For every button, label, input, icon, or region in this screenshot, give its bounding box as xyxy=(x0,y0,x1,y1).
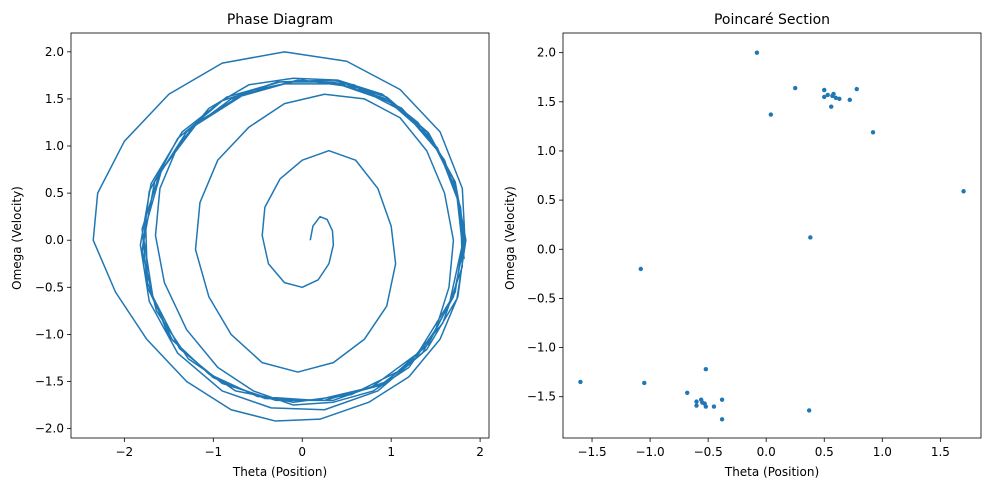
phase-diagram-ytick-label: −0.5 xyxy=(35,280,64,294)
poincare-section-ytick-label: −1.0 xyxy=(527,341,556,355)
phase-diagram-series-line xyxy=(92,51,467,422)
poincare-section-point xyxy=(808,235,813,240)
poincare-section-point xyxy=(961,189,966,194)
phase-diagram-ytick-label: −1.5 xyxy=(35,374,64,388)
poincare-section-point xyxy=(703,404,709,409)
poincare-section-point xyxy=(711,404,717,409)
poincare-section-point xyxy=(578,379,583,385)
poincare-section-title: Poincaré Section xyxy=(714,12,830,28)
poincare-section-ytick-label: 0.0 xyxy=(537,242,556,256)
phase-diagram-title: Phase Diagram xyxy=(227,12,333,28)
poincare-section-point xyxy=(703,366,709,372)
poincare-section-point xyxy=(793,85,798,91)
poincare-section-xtick-label: 0.0 xyxy=(757,445,776,459)
poincare-section-ytick-label: 0.5 xyxy=(537,193,556,207)
poincare-section-xtick-label: 1.5 xyxy=(931,445,950,459)
poincare-section-xtick-label: −0.5 xyxy=(694,445,723,459)
poincare-section-point xyxy=(754,50,760,55)
phase-diagram-ytick-label: 1.0 xyxy=(45,139,64,153)
phase-diagram-xtick-label: 2 xyxy=(476,445,484,459)
poincare-section-point xyxy=(638,266,643,272)
phase-diagram-ylabel: Omega (Velocity) xyxy=(10,186,24,290)
poincare-section-xtick-label: −1.0 xyxy=(636,445,665,459)
phase-diagram-ytick-label: 0.0 xyxy=(45,233,64,247)
phase-diagram-plot-area: −2 −1 0 1 2 −2.0 −1.5 −1.0 −0.5 0.0 0.5 1.0 1.5 2.0 xyxy=(35,32,490,459)
poincare-section-ytick-label: 2.0 xyxy=(537,46,556,60)
phase-diagram-ytick-label: −1.0 xyxy=(35,327,64,341)
poincare-section-point xyxy=(694,403,699,408)
poincare-section-point xyxy=(642,380,647,386)
poincare-section-point xyxy=(685,390,690,395)
poincare-section-point xyxy=(822,87,827,93)
poincare-section-point xyxy=(831,91,836,97)
poincare-section-point xyxy=(870,130,876,135)
poincare-section-axes: Poincaré Section −1.5 −1.0 −0.5 0.0 0.5 1.0 1.… xyxy=(503,12,982,479)
poincare-section-xlabel: Theta (Position) xyxy=(724,465,819,479)
poincare-section-point xyxy=(768,112,774,117)
poincare-section-ytick-label: 1.5 xyxy=(537,95,556,109)
poincare-section-ylabel: Omega (Velocity) xyxy=(503,186,517,290)
phase-diagram-ytick-label: −2.0 xyxy=(35,422,64,436)
poincare-section-point xyxy=(719,397,725,402)
poincare-section-point xyxy=(829,104,834,109)
phase-diagram-xtick-label: 1 xyxy=(387,445,395,459)
phase-diagram-xtick-label: −2 xyxy=(116,445,134,459)
poincare-section-point xyxy=(822,94,827,100)
poincare-section-point xyxy=(806,408,812,413)
phase-diagram-frame xyxy=(70,32,490,439)
poincare-section-frame xyxy=(562,32,982,439)
poincare-section-point xyxy=(719,417,725,422)
poincare-section-point xyxy=(837,96,842,102)
poincare-section-xtick-label: −1.5 xyxy=(577,445,606,459)
poincare-section-ytick-label: −1.5 xyxy=(527,390,556,404)
poincare-section-point xyxy=(854,86,859,92)
phase-diagram-xtick-label: 0 xyxy=(298,445,306,459)
phase-diagram-ytick-label: 2.0 xyxy=(45,45,64,59)
poincare-section-ytick-label: −0.5 xyxy=(527,291,556,305)
phase-diagram-xlabel: Theta (Position) xyxy=(232,465,327,479)
phase-diagram-xtick-label: −1 xyxy=(204,445,222,459)
poincare-section-point xyxy=(847,97,852,103)
poincare-section-xtick-label: 0.5 xyxy=(815,445,834,459)
poincare-section-ytick-label: 1.0 xyxy=(537,144,556,158)
phase-diagram-ytick-label: 1.5 xyxy=(45,92,64,106)
poincare-section-point xyxy=(825,92,830,98)
poincare-section-xtick-label: 1.0 xyxy=(873,445,892,459)
poincare-section-point xyxy=(833,95,839,101)
phase-diagram-axes: Phase Diagram −2 −1 0 1 2 −2.0 −1.5 −1.0 −0.5 0.0… xyxy=(10,12,490,479)
phase-diagram-ytick-label: 0.5 xyxy=(45,186,64,200)
poincare-section-plot-area: −1.5 −1.0 −0.5 0.0 0.5 1.0 1.5 −1.5 −1.0 −0.5 0.0 0… xyxy=(527,32,982,459)
poincare-section-point xyxy=(694,399,699,404)
